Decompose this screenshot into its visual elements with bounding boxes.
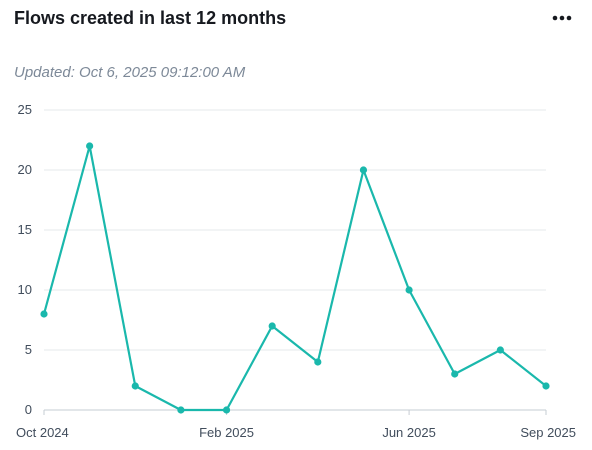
y-tick-label: 5 — [25, 342, 32, 357]
x-tick-label: Oct 2024 — [16, 425, 69, 440]
y-tick-label: 0 — [25, 402, 32, 417]
x-tick-label: Sep 2025 — [520, 425, 576, 440]
data-point — [268, 322, 276, 330]
series-points — [40, 142, 550, 414]
y-tick-label: 20 — [18, 162, 32, 177]
axes — [43, 409, 547, 415]
updated-timestamp: Updated: Oct 6, 2025 09:12:00 AM — [14, 64, 246, 81]
data-point — [496, 346, 504, 354]
data-point — [40, 310, 48, 318]
x-axis-tick-labels: Oct 2024 Feb 2025 Jun 2025 Sep 2025 — [16, 425, 576, 440]
series-lines — [42, 144, 548, 412]
more-options-button[interactable] — [548, 6, 576, 30]
grid-lines — [44, 109, 546, 351]
y-tick-label: 15 — [18, 222, 32, 237]
x-tick-label: Feb 2025 — [199, 425, 254, 440]
data-point — [177, 406, 185, 414]
y-tick-label: 25 — [18, 102, 32, 117]
data-point — [451, 370, 459, 378]
y-axis-tick-labels: 0 5 10 15 20 25 — [18, 102, 32, 417]
data-point — [131, 382, 139, 390]
data-point — [314, 358, 322, 366]
data-point — [405, 286, 413, 294]
series-line — [42, 144, 548, 412]
data-point — [359, 166, 368, 174]
data-point — [542, 382, 550, 390]
line-chart: 0 5 10 15 20 25 Oct 2024 Feb 2025 Jun 2025 Sep 2… — [16, 102, 576, 440]
y-tick-label: 10 — [18, 282, 32, 297]
ellipsis-horizontal-icon — [552, 15, 572, 21]
x-tick-label: Jun 2025 — [382, 425, 436, 440]
data-point — [86, 142, 94, 150]
data-point — [222, 406, 231, 414]
card-title: Flows created in last 12 months — [14, 8, 287, 28]
